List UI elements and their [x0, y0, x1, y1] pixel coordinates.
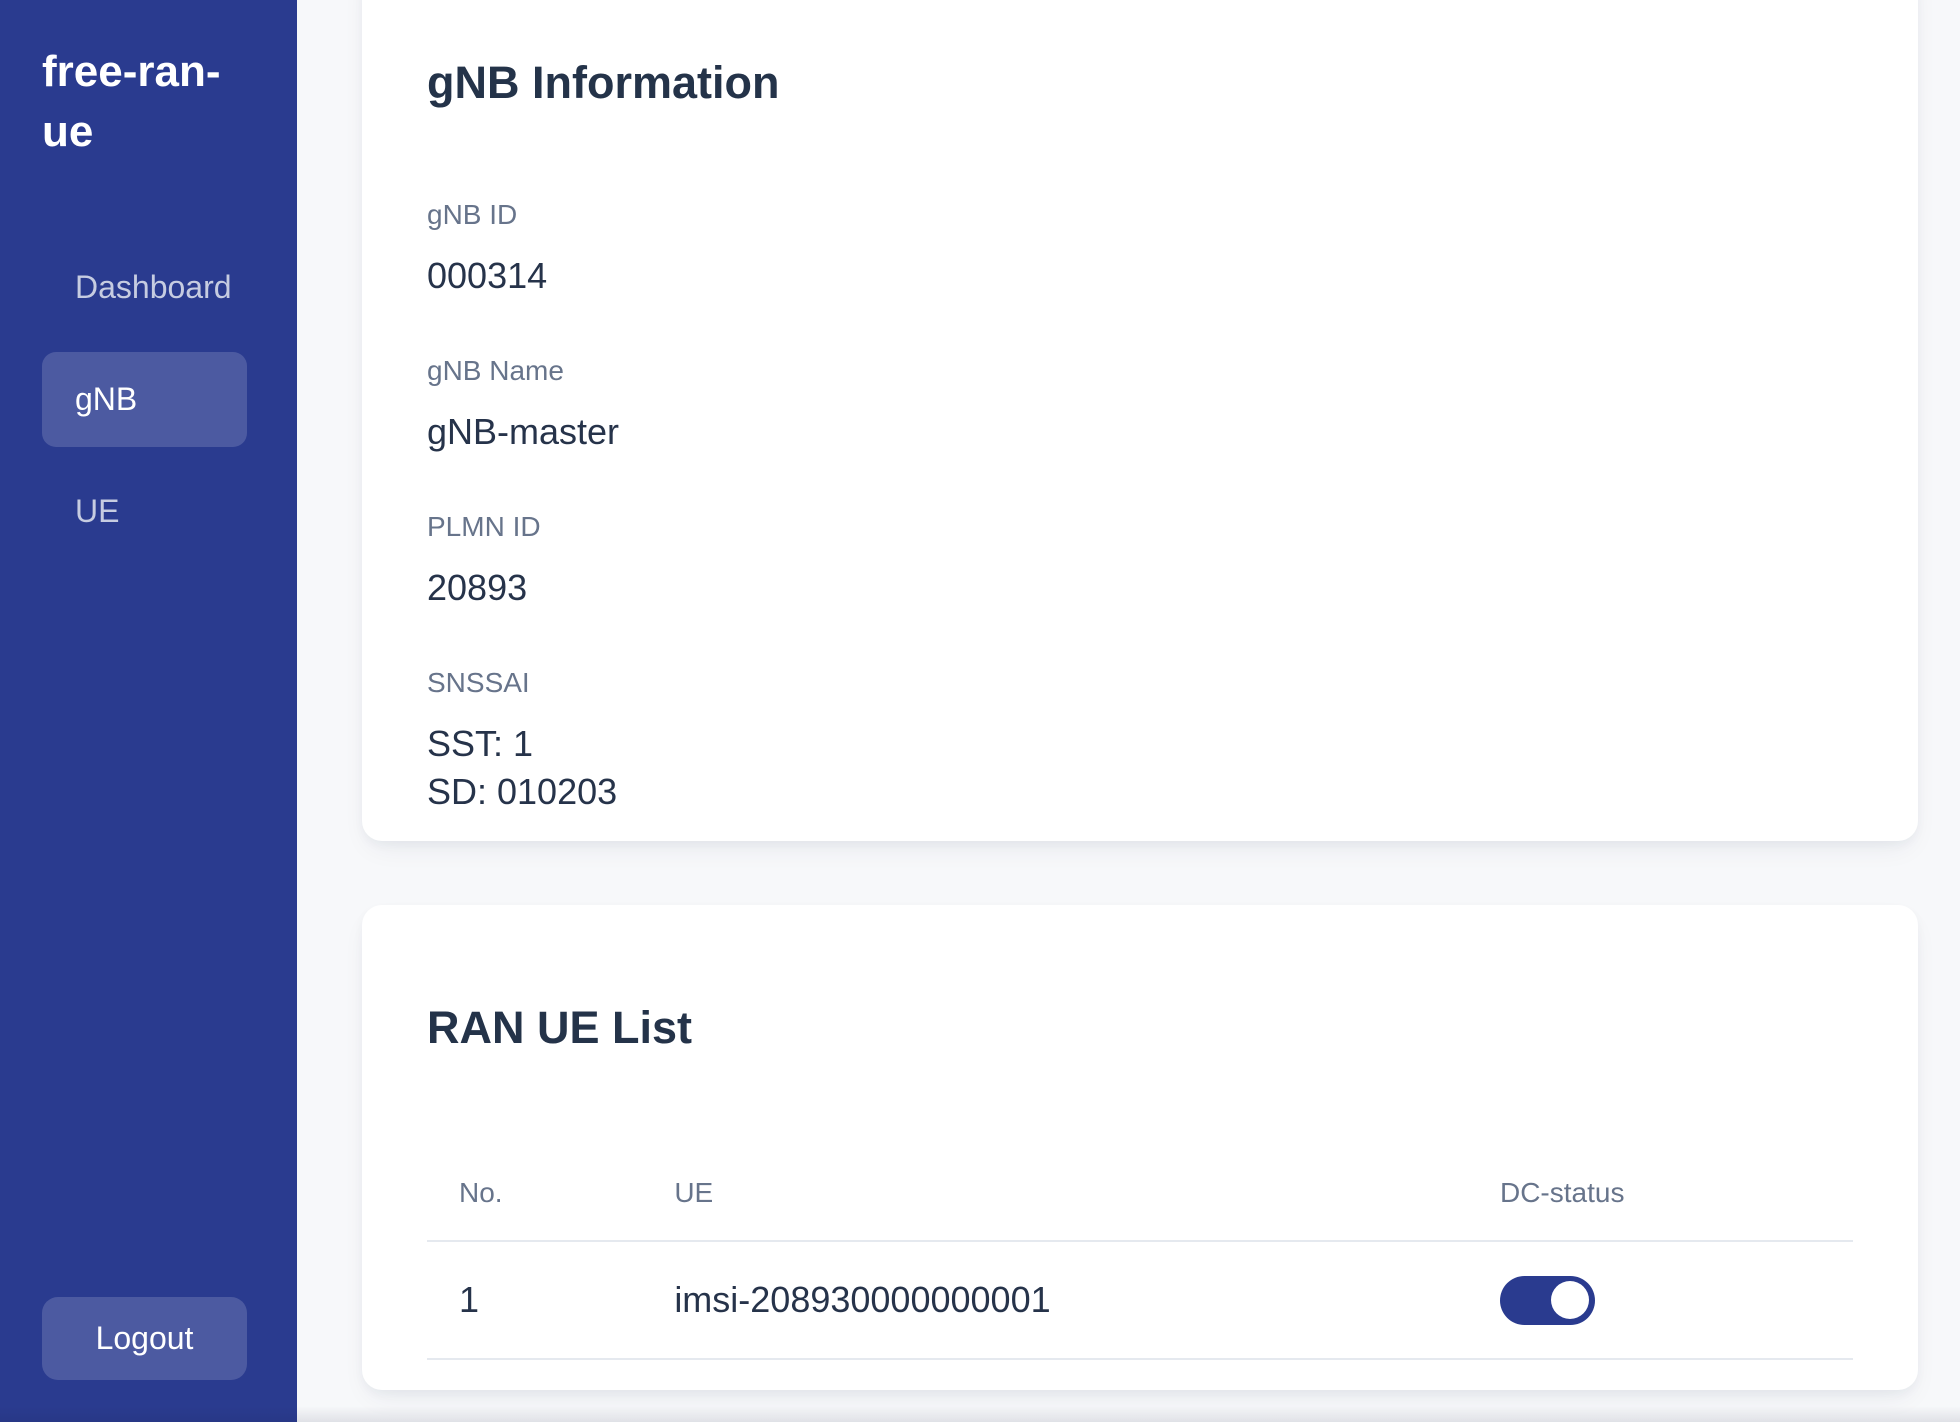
field-value: 000314	[427, 255, 548, 297]
ran-ue-list-title: RAN UE List	[427, 1002, 693, 1054]
column-header-ue: UE	[642, 1140, 1468, 1243]
field-value-sst: SST: 1	[427, 723, 534, 765]
field-value: gNB-master	[427, 411, 620, 453]
sidebar-nav: Dashboard gNB UE	[42, 240, 247, 576]
table-header-row: No. UE DC-status	[427, 1140, 1853, 1243]
column-header-dc-status: DC-status	[1467, 1140, 1853, 1243]
sidebar-item-label: Dashboard	[75, 269, 232, 305]
field-plmn-id: PLMN ID 20893	[427, 510, 1853, 612]
dc-status-toggle[interactable]	[1499, 1276, 1595, 1326]
gnb-information-card: gNB Information gNB ID 000314 gNB Name g…	[362, 0, 1918, 841]
cell-ue: imsi-208930000000001	[642, 1241, 1468, 1361]
cell-no: 1	[427, 1241, 643, 1361]
field-snssai: SNSSAI SST: 1 SD: 010203	[427, 666, 1853, 816]
field-gnb-id: gNB ID 000314	[427, 198, 1853, 300]
logout-button[interactable]: Logout	[42, 1297, 247, 1380]
field-gnb-name: gNB Name gNB-master	[427, 354, 1853, 456]
app-title: free-ran-ue	[42, 47, 221, 156]
sidebar: free-ran-ue Dashboard gNB UE Logout	[0, 0, 297, 1422]
sidebar-item-ue[interactable]: UE	[42, 464, 247, 559]
field-value: 20893	[427, 567, 528, 609]
field-label: PLMN ID	[427, 511, 541, 543]
sidebar-item-dashboard[interactable]: Dashboard	[42, 240, 247, 335]
table-row: 1 imsi-208930000000001	[427, 1241, 1853, 1361]
sidebar-item-gnb[interactable]: gNB	[42, 352, 247, 447]
field-value-sd: SD: 010203	[427, 771, 618, 813]
ran-ue-table: No. UE DC-status 1 imsi-208930000000001	[427, 1140, 1853, 1361]
ran-ue-list-card: RAN UE List No. UE DC-status 1 imsi-2089…	[362, 905, 1918, 1390]
gnb-information-title: gNB Information	[427, 57, 780, 109]
toggle-knob	[1550, 1281, 1589, 1320]
field-label: gNB ID	[427, 199, 518, 231]
cell-dc-status	[1467, 1241, 1853, 1361]
field-label: gNB Name	[427, 355, 564, 387]
field-label: SNSSAI	[427, 667, 530, 699]
column-header-no: No.	[427, 1140, 643, 1243]
sidebar-item-label: gNB	[75, 381, 138, 417]
sidebar-item-label: UE	[75, 493, 120, 529]
